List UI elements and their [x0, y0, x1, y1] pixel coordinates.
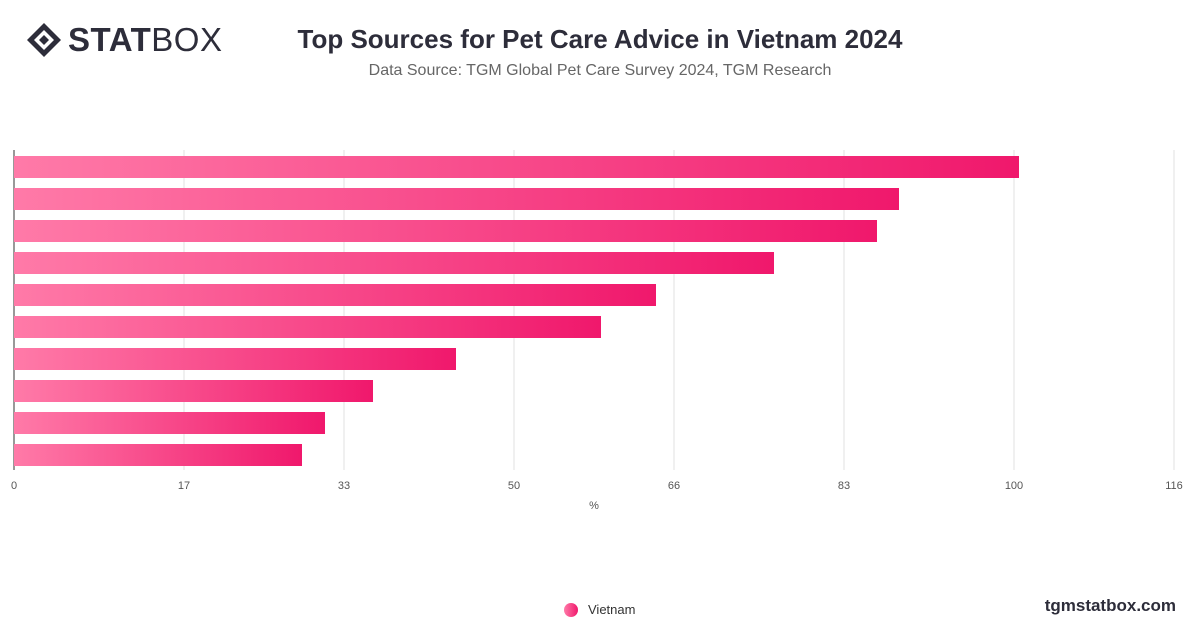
bar[interactable]	[14, 316, 601, 338]
legend-label-vietnam: Vietnam	[588, 602, 636, 617]
legend-marker-icon	[564, 602, 578, 617]
logo-wordmark: STATBOX	[68, 21, 223, 58]
x-tick-label: 116	[1165, 480, 1183, 492]
bar[interactable]	[14, 156, 1019, 178]
bar[interactable]	[14, 220, 877, 242]
x-tick-label: 83	[838, 480, 850, 492]
bar[interactable]	[14, 348, 456, 370]
x-axis-label: %	[589, 500, 599, 512]
legend[interactable]: Vietnam	[564, 602, 635, 617]
chart-title: Top Sources for Pet Care Advice in Vietn…	[297, 24, 903, 54]
bar[interactable]	[14, 284, 656, 306]
x-tick-label: 33	[338, 480, 350, 492]
bar[interactable]	[14, 188, 899, 210]
statbox-logo: STATBOX	[26, 22, 222, 58]
site-url: tgmstatbox.com	[1044, 596, 1176, 615]
x-tick-label: 50	[508, 480, 520, 492]
x-tick-label: 66	[668, 480, 680, 492]
bar[interactable]	[14, 380, 373, 402]
x-tick-label: 100	[1005, 480, 1023, 492]
statbox-diamond-icon	[27, 23, 61, 57]
bar[interactable]	[14, 252, 774, 274]
chart-subtitle: Data Source: TGM Global Pet Care Survey …	[368, 62, 832, 79]
x-tick-label: 17	[178, 480, 190, 492]
bar[interactable]	[14, 444, 302, 466]
x-tick-label: 0	[11, 480, 17, 492]
bar[interactable]	[14, 412, 325, 434]
